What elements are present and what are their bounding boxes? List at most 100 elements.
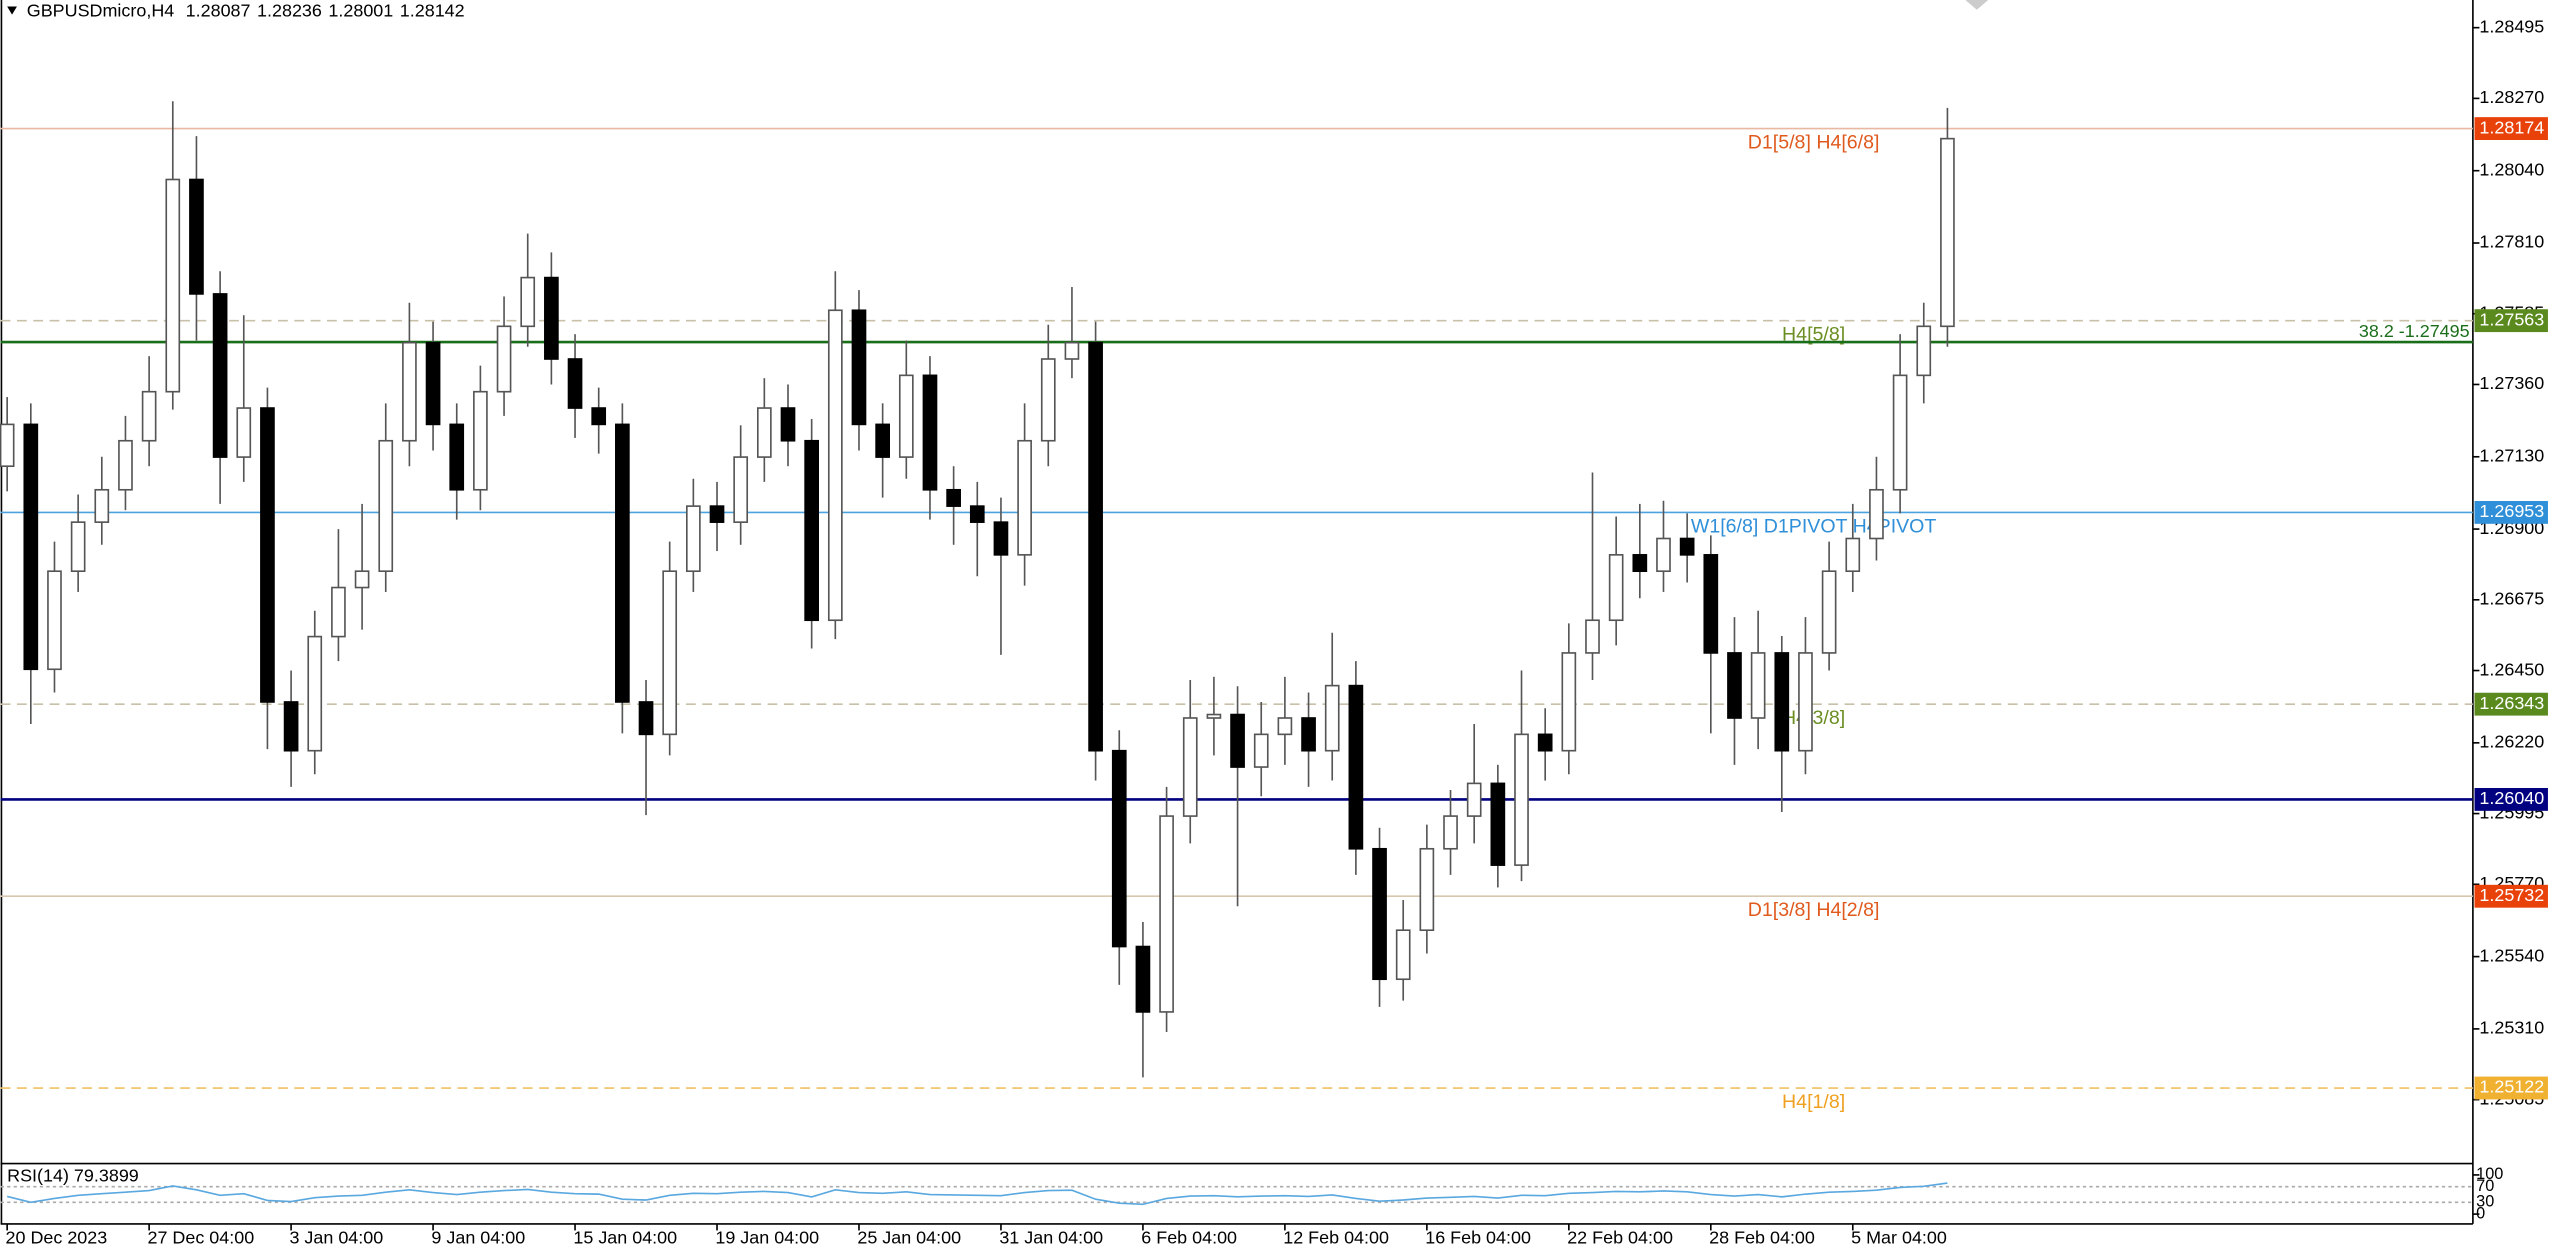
x-tick-label: 3 Jan 04:00 bbox=[289, 1227, 383, 1247]
symbol-title: GBPUSDmicro,H4 bbox=[27, 0, 175, 20]
y-tick-label: 1.25310 bbox=[2479, 1018, 2544, 1038]
ohlc-open: 1.28087 bbox=[186, 0, 251, 20]
candle-body bbox=[0, 423, 15, 468]
candle-body bbox=[1585, 619, 1600, 654]
candle-body bbox=[1798, 652, 1813, 752]
candle-body bbox=[1727, 652, 1742, 719]
ohlc-close: 1.28142 bbox=[400, 0, 465, 20]
level-price: 1.25732 bbox=[2479, 885, 2544, 905]
candle-body bbox=[1395, 929, 1411, 981]
level-price: 1.26953 bbox=[2479, 501, 2544, 521]
candle-body bbox=[1821, 570, 1837, 654]
candle-body bbox=[141, 390, 157, 442]
level-price-box bbox=[2474, 117, 2548, 140]
candle-body bbox=[425, 341, 441, 426]
x-tick-label: 27 Dec 04:00 bbox=[147, 1227, 254, 1247]
x-tick-label: 31 Jan 04:00 bbox=[999, 1227, 1103, 1247]
rsi-line bbox=[6, 1182, 1948, 1206]
level-price-box bbox=[2474, 692, 2548, 716]
candle-body bbox=[993, 521, 1009, 556]
candle-body bbox=[520, 276, 536, 328]
level-label: W1[6/8] D1PIVOT H4PIVOT bbox=[1691, 515, 1937, 537]
candle-body bbox=[567, 358, 583, 409]
level-price: 1.27563 bbox=[2479, 309, 2544, 329]
candle-body bbox=[827, 309, 843, 622]
candle-body bbox=[591, 407, 607, 426]
candle-body bbox=[307, 635, 323, 752]
candle-body bbox=[1656, 537, 1671, 573]
rsi-title: RSI(14) 79.3899 bbox=[7, 1165, 139, 1185]
candle-body bbox=[1750, 652, 1766, 719]
level-price-box bbox=[2474, 884, 2548, 908]
rsi-tick-label: 0 bbox=[2476, 1204, 2485, 1222]
y-tick-label: 1.27130 bbox=[2479, 446, 2544, 466]
y-tick-label: 1.25540 bbox=[2479, 945, 2544, 965]
candle-body bbox=[804, 439, 820, 622]
candle-body bbox=[1561, 652, 1577, 752]
shift-marker bbox=[1965, 0, 1989, 10]
level-price-box bbox=[2474, 1076, 2548, 1100]
y-tick-label: 1.28495 bbox=[2479, 16, 2544, 36]
y-tick-label: 1.26450 bbox=[2479, 659, 2544, 679]
candle-body bbox=[756, 407, 772, 458]
candle-body bbox=[354, 570, 370, 589]
candle-body bbox=[1940, 137, 1955, 328]
candle-body bbox=[1111, 749, 1127, 948]
candle-body bbox=[1064, 341, 1080, 360]
rsi-tick-label: 30 bbox=[2476, 1193, 2494, 1211]
x-tick-label: 5 Mar 04:00 bbox=[1851, 1227, 1947, 1247]
candle-body bbox=[780, 407, 796, 442]
fib-label: 38.2 -1.27495 bbox=[2359, 321, 2470, 341]
y-tick-label: 1.27360 bbox=[2479, 373, 2544, 393]
candle-body bbox=[615, 423, 630, 703]
candle-body bbox=[118, 439, 133, 491]
candle-body bbox=[851, 309, 867, 426]
candle-body bbox=[331, 586, 346, 638]
candle-body bbox=[94, 488, 110, 523]
level-label: H4[3/8] bbox=[1782, 707, 1845, 729]
candle-body bbox=[946, 488, 961, 507]
candle-body bbox=[1372, 847, 1387, 981]
level-price-box bbox=[2474, 787, 2548, 811]
candle-body bbox=[1324, 684, 1340, 752]
collapse-icon[interactable] bbox=[7, 6, 17, 15]
candle-body bbox=[1348, 684, 1364, 850]
candle-body bbox=[969, 505, 985, 523]
level-price: 1.25122 bbox=[2479, 1077, 2544, 1097]
candle-body bbox=[686, 505, 701, 573]
candle-body bbox=[1159, 815, 1174, 1013]
level-price: 1.28174 bbox=[2479, 117, 2544, 137]
candle-body bbox=[283, 701, 299, 752]
level-label: H4[5/8] bbox=[1782, 324, 1845, 346]
candle-body bbox=[709, 505, 725, 523]
y-tick-label: 1.27810 bbox=[2479, 232, 2544, 252]
candle-body bbox=[496, 325, 512, 393]
candle-body bbox=[260, 407, 275, 703]
level-price-box bbox=[2474, 500, 2548, 524]
candle-body bbox=[1182, 717, 1198, 817]
candle-body bbox=[1869, 488, 1884, 540]
candle-body bbox=[1230, 713, 1245, 768]
candle-body bbox=[898, 374, 914, 458]
candle-body bbox=[1206, 713, 1222, 719]
candle-body bbox=[189, 178, 204, 295]
ohlc-low: 1.28001 bbox=[328, 0, 393, 20]
candle-body bbox=[1845, 537, 1861, 573]
level-label: H4[1/8] bbox=[1782, 1091, 1845, 1113]
candle-body bbox=[1017, 439, 1032, 556]
candle-body bbox=[1253, 733, 1269, 768]
x-tick-label: 9 Jan 04:00 bbox=[431, 1227, 525, 1247]
candle-body bbox=[1419, 847, 1435, 932]
candle-body bbox=[544, 276, 559, 360]
candle-body bbox=[1277, 717, 1293, 736]
candle-body bbox=[1608, 554, 1624, 622]
candle-body bbox=[1040, 358, 1056, 442]
y-tick-label: 1.26675 bbox=[2479, 589, 2544, 609]
x-tick-label: 20 Dec 2023 bbox=[6, 1227, 108, 1247]
candle-body bbox=[1774, 652, 1790, 752]
rsi-tick-label: 100 bbox=[2476, 1165, 2503, 1183]
candle-body bbox=[378, 439, 394, 573]
y-tick-label: 1.26220 bbox=[2479, 732, 2544, 752]
x-tick-label: 28 Feb 04:00 bbox=[1709, 1227, 1815, 1247]
